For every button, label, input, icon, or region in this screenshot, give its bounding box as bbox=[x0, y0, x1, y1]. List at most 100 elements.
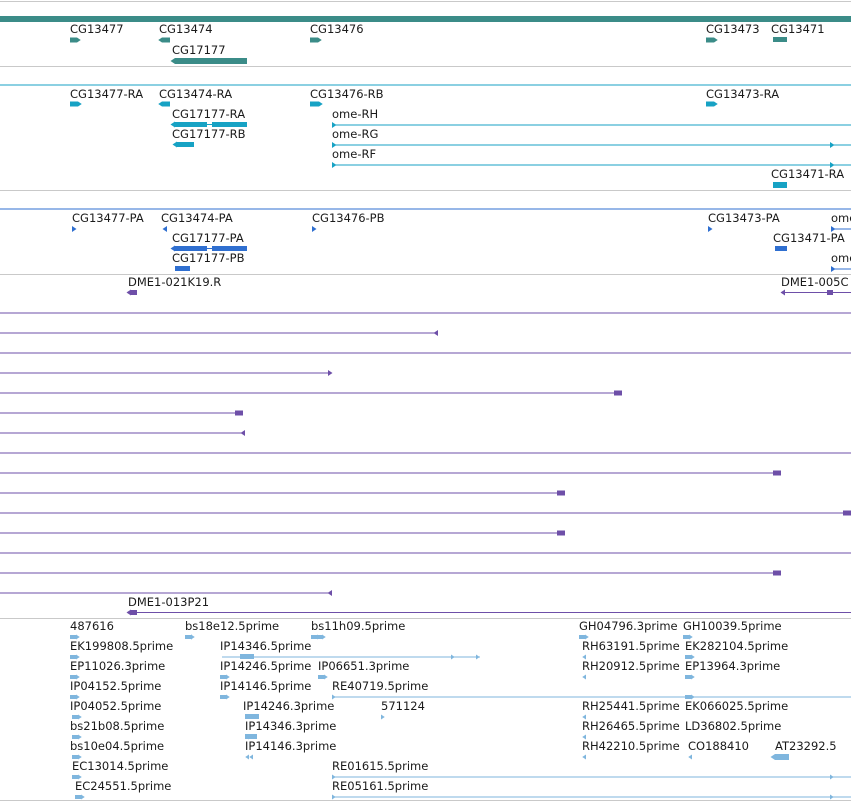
strand-arrow-right[interactable] bbox=[332, 122, 337, 128]
feature-block[interactable] bbox=[310, 101, 319, 107]
feature-block[interactable] bbox=[185, 635, 191, 639]
strand-arrow-left[interactable] bbox=[170, 58, 176, 64]
strand-arrow-left[interactable] bbox=[172, 141, 178, 148]
feature-label[interactable]: CG17177-PB bbox=[172, 251, 245, 265]
strand-arrow-right[interactable] bbox=[76, 694, 80, 700]
feature-label[interactable]: CG17177-RB bbox=[172, 127, 246, 141]
feature-block[interactable] bbox=[310, 37, 318, 43]
strand-arrow-left[interactable] bbox=[240, 430, 246, 436]
feature-label[interactable]: ome bbox=[831, 211, 851, 225]
feature-block[interactable] bbox=[72, 715, 78, 719]
strand-arrow-right[interactable] bbox=[324, 674, 328, 680]
strand-arrow-left[interactable] bbox=[158, 37, 162, 43]
feature-label[interactable]: 487616 bbox=[70, 619, 114, 633]
strand-arrow-right[interactable] bbox=[332, 142, 337, 148]
feature-block[interactable] bbox=[706, 37, 714, 43]
strand-arrow-right[interactable] bbox=[714, 101, 718, 107]
feature-block[interactable] bbox=[175, 122, 207, 127]
feature-label[interactable]: IP04052.5prime bbox=[70, 699, 162, 713]
feature-block[interactable] bbox=[773, 470, 781, 476]
strand-arrow-right[interactable] bbox=[78, 774, 82, 780]
strand-arrow-left[interactable] bbox=[582, 654, 586, 660]
feature-block[interactable] bbox=[70, 101, 78, 107]
strand-arrow-right[interactable] bbox=[831, 226, 836, 232]
feature-block[interactable] bbox=[773, 37, 787, 42]
feature-label[interactable]: CG13477-RA bbox=[70, 87, 144, 101]
strand-arrow-left[interactable] bbox=[780, 289, 786, 296]
strand-arrow-left[interactable] bbox=[126, 289, 132, 296]
feature-block[interactable] bbox=[235, 410, 243, 416]
feature-label[interactable]: ome-RG bbox=[332, 127, 379, 141]
strand-arrow-right[interactable] bbox=[76, 654, 80, 660]
strand-arrow-right[interactable] bbox=[332, 694, 336, 700]
feature-block[interactable] bbox=[212, 122, 247, 127]
feature-label[interactable]: CG13476-PB bbox=[312, 211, 385, 225]
feature-block[interactable] bbox=[212, 246, 247, 251]
feature-block[interactable] bbox=[557, 530, 565, 536]
strand-arrow-right[interactable] bbox=[78, 754, 82, 760]
feature-label[interactable]: RE05161.5prime bbox=[332, 779, 429, 793]
strand-arrow-right[interactable] bbox=[78, 101, 82, 107]
feature-label[interactable]: EK282104.5prime bbox=[685, 639, 789, 653]
feature-label[interactable]: bs21b08.5prime bbox=[70, 719, 165, 733]
strand-arrow-left[interactable] bbox=[170, 245, 176, 252]
strand-arrow-right[interactable] bbox=[328, 370, 333, 376]
strand-arrow-right[interactable] bbox=[322, 634, 326, 640]
feature-label[interactable]: CG13477-PA bbox=[72, 211, 144, 225]
feature-label[interactable]: CG17177 bbox=[172, 43, 226, 57]
feature-label[interactable]: ome-RH bbox=[332, 107, 379, 121]
strand-arrow-right[interactable] bbox=[312, 226, 317, 232]
strand-arrow-right[interactable] bbox=[332, 162, 337, 168]
feature-label[interactable]: CG17177-PA bbox=[172, 231, 244, 245]
feature-label[interactable]: DME1-013P21 bbox=[128, 595, 210, 609]
strand-arrow-right[interactable] bbox=[830, 774, 834, 780]
feature-label[interactable]: RE01615.5prime bbox=[332, 759, 429, 773]
strand-arrow-right[interactable] bbox=[332, 774, 336, 780]
feature-label[interactable]: EP11026.3prime bbox=[70, 659, 166, 673]
feature-block[interactable] bbox=[70, 635, 76, 639]
feature-block[interactable] bbox=[175, 266, 190, 271]
feature-label[interactable]: CG13471 bbox=[771, 22, 825, 36]
strand-arrow-right[interactable] bbox=[689, 634, 693, 640]
feature-block[interactable] bbox=[685, 655, 691, 659]
strand-arrow-right[interactable] bbox=[81, 794, 85, 800]
feature-label[interactable]: CG13473 bbox=[706, 22, 760, 36]
feature-label[interactable]: bs18e12.5prime bbox=[185, 619, 280, 633]
strand-arrow-right[interactable] bbox=[332, 794, 336, 800]
feature-block[interactable] bbox=[175, 58, 247, 64]
feature-label[interactable]: CG13474-RA bbox=[159, 87, 233, 101]
feature-block[interactable] bbox=[773, 570, 781, 576]
feature-label[interactable]: bs11h09.5prime bbox=[311, 619, 406, 633]
feature-block[interactable] bbox=[177, 142, 194, 147]
feature-label[interactable]: bs10e04.5prime bbox=[70, 739, 165, 753]
strand-arrow-right[interactable] bbox=[691, 654, 695, 660]
strand-arrow-right[interactable] bbox=[78, 734, 82, 740]
feature-block[interactable] bbox=[843, 510, 851, 516]
feature-block[interactable] bbox=[72, 755, 78, 759]
strand-arrow-right[interactable] bbox=[226, 694, 230, 700]
strand-arrow-left[interactable] bbox=[126, 609, 132, 616]
feature-label[interactable]: CG13471-RA bbox=[771, 167, 845, 181]
strand-arrow-right[interactable] bbox=[77, 37, 81, 43]
strand-arrow-right[interactable] bbox=[476, 654, 480, 660]
strand-arrow-left[interactable] bbox=[245, 754, 249, 760]
feature-label[interactable]: IP06651.3prime bbox=[318, 659, 410, 673]
feature-block[interactable] bbox=[827, 290, 833, 295]
feature-label[interactable]: CG13474 bbox=[159, 22, 213, 36]
feature-label[interactable]: RH25441.5prime bbox=[582, 699, 680, 713]
feature-label[interactable]: CG13473-PA bbox=[708, 211, 780, 225]
feature-label[interactable]: GH10039.5prime bbox=[683, 619, 782, 633]
feature-block[interactable] bbox=[220, 675, 226, 679]
feature-label[interactable]: RH20912.5prime bbox=[582, 659, 680, 673]
feature-label[interactable]: IP14246.5prime bbox=[220, 659, 312, 673]
feature-label[interactable]: IP14346.3prime bbox=[245, 719, 337, 733]
feature-label[interactable]: CG17177-RA bbox=[172, 107, 246, 121]
feature-block[interactable] bbox=[245, 734, 257, 739]
feature-label[interactable]: CG13476 bbox=[310, 22, 364, 36]
strand-arrow-right[interactable] bbox=[830, 162, 835, 168]
feature-label[interactable]: ome bbox=[831, 251, 851, 265]
strand-arrow-left[interactable] bbox=[582, 714, 586, 720]
feature-block[interactable] bbox=[775, 246, 787, 251]
strand-arrow-right[interactable] bbox=[76, 674, 80, 680]
feature-label[interactable]: EK199808.5prime bbox=[70, 639, 174, 653]
